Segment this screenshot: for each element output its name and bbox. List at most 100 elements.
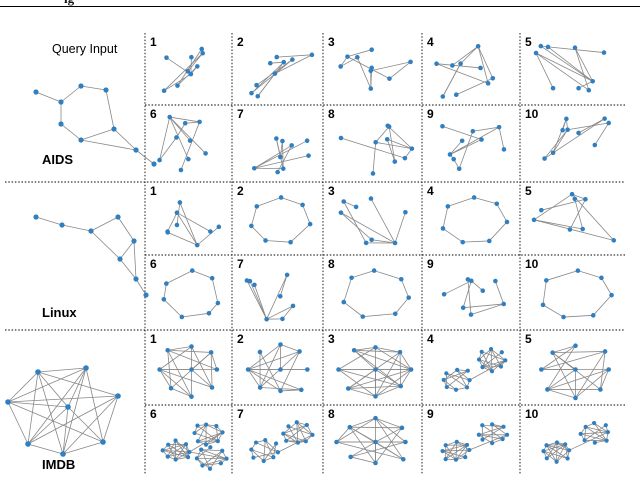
- graph-edge: [541, 198, 586, 211]
- graph-node: [373, 415, 378, 421]
- graph-node: [486, 238, 492, 244]
- graph-node: [336, 367, 341, 372]
- rank-label: 9: [427, 107, 434, 121]
- result-graph-imdb-5: [539, 343, 611, 401]
- rank-label: 1: [150, 184, 157, 198]
- graph-edge: [175, 456, 189, 460]
- graph-node: [194, 456, 199, 461]
- graph-edge: [209, 450, 223, 469]
- rank-label: 6: [150, 257, 157, 271]
- graph-edge: [176, 212, 198, 246]
- graph-edge: [543, 450, 568, 459]
- result-graph-imdb-9: [440, 422, 510, 462]
- graph-edge: [282, 305, 294, 320]
- graph-edge: [67, 367, 87, 408]
- graph-node: [467, 447, 472, 453]
- graph-node: [264, 316, 269, 322]
- graph-edge: [495, 280, 505, 305]
- graph-node: [58, 121, 64, 127]
- graph-edge: [552, 352, 576, 370]
- rank-label: 2: [237, 184, 244, 198]
- graph-edge: [263, 443, 277, 462]
- graph-edge: [564, 444, 569, 459]
- graph-edge: [296, 422, 307, 442]
- graph-edge: [547, 345, 576, 390]
- graph-node: [590, 78, 595, 84]
- graph-node: [592, 440, 597, 445]
- graph-edge: [247, 351, 300, 370]
- result-graph-linux-7: [244, 272, 296, 322]
- graph-node: [111, 126, 117, 132]
- graph-edge: [375, 351, 401, 397]
- graph-node: [539, 367, 544, 372]
- graph-node: [5, 399, 11, 405]
- graph-edge: [541, 351, 606, 370]
- graph-edge: [336, 417, 376, 443]
- rank-label: 3: [328, 35, 335, 49]
- graph-node: [453, 387, 459, 392]
- graph-node: [220, 448, 225, 453]
- graph-node: [182, 120, 188, 126]
- graph-edge: [442, 125, 482, 140]
- graph-node: [88, 228, 94, 234]
- graph-edge: [266, 305, 294, 320]
- graph-edge: [343, 277, 352, 303]
- graph-edge: [159, 137, 177, 161]
- graph-edge: [163, 299, 183, 318]
- graph-edge: [535, 52, 593, 82]
- rank-label: 10: [525, 257, 539, 271]
- graph-edge: [399, 352, 402, 387]
- graph-edge: [349, 426, 402, 429]
- graph-edge: [250, 206, 258, 227]
- graph-node: [272, 71, 278, 76]
- graph-edge: [7, 395, 119, 403]
- graph-node: [254, 204, 260, 209]
- graph-edge: [62, 406, 69, 455]
- graph-edge: [462, 240, 490, 243]
- graph-node: [554, 440, 560, 445]
- graph-edge: [442, 206, 449, 229]
- graph-edge: [246, 280, 267, 320]
- graph-edge: [354, 349, 401, 353]
- graph-edge: [266, 274, 288, 320]
- graph-edge: [185, 444, 189, 458]
- rank-label: 5: [525, 184, 532, 198]
- graph-node: [460, 305, 466, 310]
- graph-node: [368, 196, 374, 201]
- graph-edge: [563, 314, 594, 318]
- graph-edge: [197, 424, 207, 442]
- graph-node: [278, 195, 284, 200]
- graph-edge: [370, 198, 396, 244]
- graph-node: [189, 344, 194, 349]
- graph-node: [443, 457, 448, 462]
- graph-node: [550, 85, 556, 91]
- result-graph-aids-4: [434, 43, 496, 99]
- graph-edge: [205, 424, 223, 433]
- graph-edge: [375, 417, 406, 443]
- graph-node: [606, 367, 611, 372]
- graph-edge: [449, 126, 500, 155]
- graph-node: [469, 278, 474, 284]
- graph-edge: [288, 426, 299, 443]
- graph-edge: [585, 426, 608, 433]
- graph-node: [100, 439, 106, 445]
- graph-node: [284, 272, 290, 278]
- graph-edge: [280, 351, 300, 392]
- result-graph-linux-2: [249, 195, 313, 245]
- graph-node: [490, 75, 496, 81]
- graph-edge: [340, 212, 396, 244]
- graph-edge: [37, 371, 119, 397]
- result-graph-imdb-7: [249, 420, 315, 464]
- graph-edge: [481, 351, 506, 361]
- graph-edge: [135, 149, 155, 165]
- graph-node: [560, 127, 565, 133]
- graph-edge: [196, 458, 211, 470]
- rank-label: 2: [237, 332, 244, 346]
- graph-node: [479, 137, 484, 142]
- result-graph-imdb-6: [160, 422, 229, 471]
- graph-node: [403, 209, 408, 215]
- graph-node: [503, 358, 508, 363]
- graph-edge: [375, 369, 412, 397]
- graph-edge: [159, 369, 172, 389]
- result-graph-imdb-8: [334, 415, 408, 466]
